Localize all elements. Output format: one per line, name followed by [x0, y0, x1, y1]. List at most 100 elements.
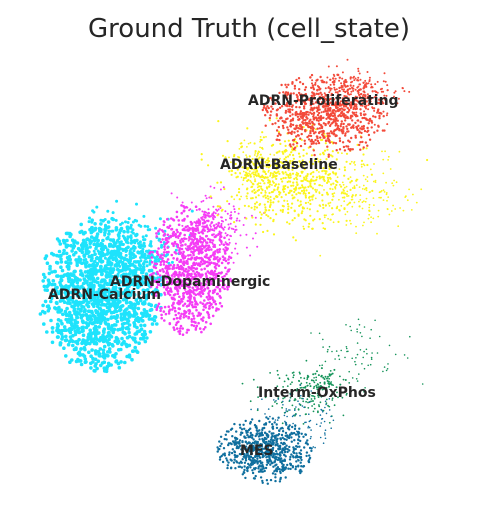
scatter-point [186, 304, 190, 308]
scatter-point [349, 176, 352, 179]
scatter-point [300, 189, 304, 193]
scatter-point [232, 228, 235, 231]
scatter-point [189, 290, 193, 294]
scatter-point [158, 217, 162, 221]
scatter-point [175, 215, 179, 219]
scatter-point [238, 439, 242, 442]
scatter-point [65, 264, 70, 269]
scatter-point [266, 111, 269, 114]
scatter-point [97, 306, 102, 311]
scatter-point [129, 234, 133, 238]
scatter-point [310, 449, 313, 453]
scatter-point [177, 302, 180, 306]
scatter-point [238, 219, 241, 222]
scatter-point [76, 287, 80, 291]
scatter-point [133, 336, 137, 341]
scatter-point [132, 260, 136, 264]
scatter-point [129, 239, 133, 242]
scatter-point [198, 239, 201, 242]
scatter-point [355, 111, 358, 114]
scatter-point [170, 192, 173, 195]
scatter-point [96, 257, 100, 261]
scatter-point [192, 232, 195, 235]
scatter-point [105, 305, 110, 310]
scatter-point [99, 337, 104, 342]
scatter-point [141, 319, 145, 323]
scatter-point [159, 309, 162, 313]
scatter-point [87, 274, 92, 279]
scatter-point [224, 218, 227, 221]
scatter-point [283, 120, 287, 123]
scatter-point [368, 76, 371, 79]
scatter-point [188, 310, 192, 313]
scatter-point [135, 282, 140, 286]
scatter-point [138, 245, 142, 249]
scatter-point [206, 286, 209, 289]
scatter-point [287, 211, 290, 214]
scatter-point [318, 332, 321, 335]
scatter-point [318, 175, 321, 178]
scatter-point [116, 233, 120, 237]
scatter-point [242, 151, 245, 154]
scatter-point [51, 279, 56, 283]
scatter-point [51, 253, 56, 257]
scatter-point [341, 77, 344, 80]
scatter-point [346, 195, 348, 198]
scatter-point [199, 235, 202, 238]
scatter-point [263, 182, 266, 185]
scatter-point [341, 196, 344, 199]
scatter-point [183, 217, 186, 221]
scatter-point [50, 282, 54, 287]
scatter-point [348, 382, 351, 384]
scatter-point [246, 192, 249, 195]
scatter-point [264, 194, 267, 197]
scatter-point [194, 285, 198, 288]
scatter-point [205, 276, 209, 280]
scatter-point [382, 80, 385, 83]
scatter-point [105, 281, 109, 285]
scatter-point [255, 201, 258, 204]
scatter-point [148, 252, 151, 255]
scatter-point [268, 209, 271, 212]
scatter-point [341, 113, 344, 116]
scatter-point [172, 219, 176, 222]
scatter-point [376, 352, 379, 354]
scatter-point [420, 188, 423, 191]
scatter-point [345, 152, 349, 155]
scatter-point [123, 236, 126, 240]
scatter-point [142, 308, 147, 312]
scatter-point [236, 252, 239, 255]
scatter-point [173, 251, 177, 254]
scatter-point [292, 374, 295, 377]
scatter-point [304, 192, 307, 195]
scatter-point [234, 467, 237, 470]
scatter-point [163, 319, 166, 322]
scatter-point [196, 314, 199, 318]
scatter-point [306, 174, 309, 177]
scatter-point [319, 205, 322, 208]
scatter-point [173, 270, 177, 274]
scatter-point [310, 185, 313, 188]
scatter-point [356, 353, 359, 356]
scatter-point [356, 214, 358, 216]
scatter-point [313, 381, 316, 384]
scatter-point [336, 109, 340, 113]
scatter-point [65, 238, 69, 243]
series-adrn-dopaminergic [147, 175, 265, 337]
scatter-point [126, 327, 131, 331]
scatter-point [74, 250, 78, 255]
scatter-point [267, 215, 270, 218]
scatter-point [201, 273, 204, 277]
scatter-point [66, 320, 70, 324]
scatter-point [355, 184, 358, 187]
scatter-point [102, 278, 106, 282]
scatter-point [197, 252, 201, 255]
scatter-point [334, 128, 337, 132]
scatter-point [172, 281, 176, 284]
scatter-point [326, 377, 328, 380]
scatter-point [331, 213, 334, 216]
scatter-point [354, 360, 356, 363]
scatter-point [256, 186, 259, 189]
scatter-point [199, 301, 202, 304]
